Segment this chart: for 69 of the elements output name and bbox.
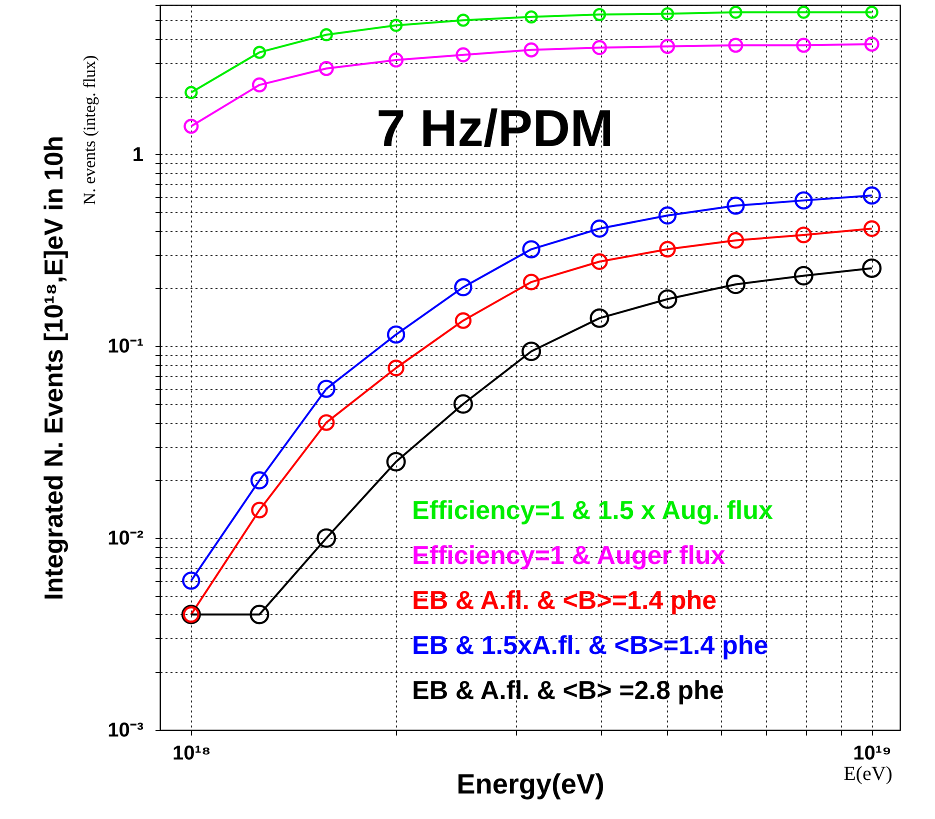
point <box>864 36 880 52</box>
point <box>794 191 813 210</box>
point <box>317 380 336 398</box>
text: EB & 1.5xA.fl. & <B>=1.4 phe <box>412 630 768 660</box>
point <box>794 266 814 286</box>
y-tick-label: 1 <box>132 144 144 166</box>
point <box>726 274 746 294</box>
point <box>184 118 199 134</box>
point <box>796 38 812 53</box>
point <box>590 220 609 238</box>
text: EB & A.fl. & <B> =2.8 phe <box>412 675 724 705</box>
point <box>522 240 540 258</box>
point <box>250 471 269 490</box>
point <box>252 46 266 59</box>
point <box>522 274 540 290</box>
text: EB & A.fl. & <B>=1.4 phe <box>412 585 717 615</box>
point <box>456 47 471 62</box>
text: E(eV) <box>844 763 892 785</box>
point <box>524 10 538 24</box>
point <box>182 572 200 590</box>
text: Efficiency=1 & 1.5 x Aug. flux <box>412 495 774 525</box>
point <box>660 38 676 54</box>
point <box>316 528 336 548</box>
point <box>252 77 267 92</box>
x-tick-label: 10¹⁹ <box>853 742 892 764</box>
point <box>728 38 744 53</box>
point <box>388 52 404 68</box>
point <box>250 604 270 624</box>
point <box>795 226 812 244</box>
point <box>251 502 268 518</box>
point <box>454 312 472 329</box>
point <box>591 253 608 270</box>
point <box>453 394 473 414</box>
point <box>727 232 744 249</box>
point <box>524 42 539 58</box>
point <box>388 360 404 376</box>
point <box>320 28 333 42</box>
annotation: 7 Hz/PDM <box>376 100 614 158</box>
point <box>592 8 606 22</box>
point <box>660 7 674 20</box>
y-tick-label: 10⁻¹ <box>108 336 144 358</box>
point <box>389 18 403 32</box>
text: Efficiency=1 & Auger flux <box>412 540 726 570</box>
point <box>862 186 881 205</box>
point <box>522 342 542 362</box>
point <box>590 308 610 328</box>
point <box>865 6 878 19</box>
point <box>184 86 198 100</box>
point <box>659 240 676 258</box>
point <box>729 6 742 19</box>
y-tick-label: 10⁻³ <box>108 720 144 742</box>
point <box>386 452 406 472</box>
x-axis-title: Energy(eV) <box>456 768 604 800</box>
point <box>592 40 607 56</box>
point <box>863 220 880 237</box>
point <box>318 61 334 76</box>
point <box>862 258 882 278</box>
y-tick-label: 10⁻² <box>108 528 144 550</box>
point <box>658 206 677 225</box>
point <box>726 196 745 215</box>
point <box>318 414 335 431</box>
point <box>454 278 472 296</box>
point <box>797 6 810 19</box>
x-tick-label: 10¹⁸ <box>172 742 211 764</box>
point <box>386 326 406 344</box>
y-axis-title: Integrated N. Events [10¹⁸,E]eV in 10h <box>38 136 69 600</box>
text: N. events (integ. flux) <box>80 55 99 205</box>
point <box>658 289 678 309</box>
point <box>456 14 470 27</box>
